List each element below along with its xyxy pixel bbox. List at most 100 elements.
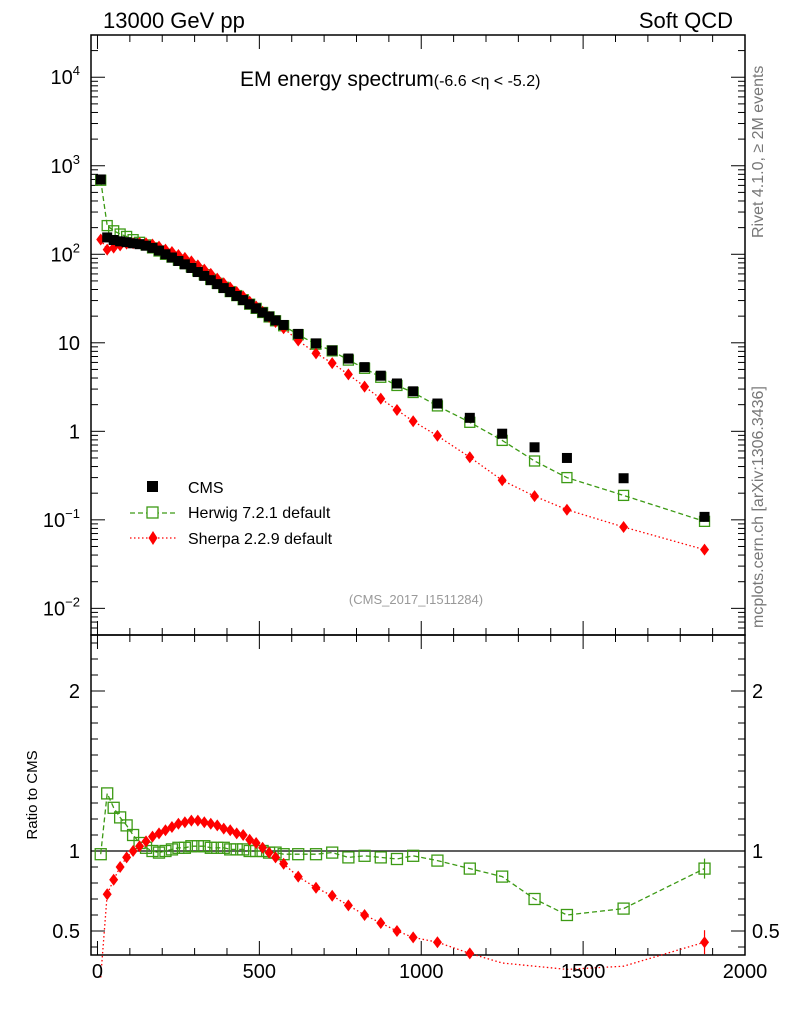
- cms-point: [115, 236, 126, 247]
- legend: CMS Herwig 7.2.1 default Sherpa 2.2.9 de…: [130, 480, 333, 548]
- herwig-ratio-point: [230, 843, 243, 856]
- cms-point: [231, 290, 242, 301]
- legend-herwig-marker: [146, 506, 159, 519]
- ratio-axis-label: Ratio to CMS: [24, 750, 41, 839]
- cms-point: [121, 237, 132, 248]
- chart-title-main: EM energy spectrum: [240, 68, 434, 91]
- y-tick-label-base: 1: [69, 421, 80, 443]
- y-tick-label-main: 102: [51, 240, 80, 266]
- sherpa-ratio-point: [360, 909, 370, 921]
- sherpa-ratio-point: [264, 846, 274, 859]
- herwig-ratio-point: [224, 843, 237, 856]
- sherpa-ratio-point: [392, 925, 402, 937]
- y-tick-label-exponent: 2: [73, 240, 80, 255]
- herwig-ratio-point: [326, 846, 339, 859]
- sherpa-point: [360, 380, 370, 393]
- herwig-ratio-point: [185, 840, 198, 853]
- rivet-label: Rivet 4.1.0, ≥ 2M events: [750, 66, 767, 238]
- sherpa-ratio-point: [279, 857, 289, 870]
- cms-point: [618, 473, 629, 484]
- sherpa-ratio-point: [311, 881, 321, 894]
- y-tick-label-ratio-right: 0.5: [752, 921, 780, 943]
- herwig-ratio-point: [107, 801, 120, 814]
- sherpa-ratio-point: [408, 931, 418, 944]
- herwig-ratio-point: [146, 844, 159, 858]
- sherpa-point: [408, 415, 418, 428]
- process-label: Soft QCD: [639, 8, 733, 33]
- herwig-point: [528, 455, 541, 467]
- herwig-line-main: [100, 180, 705, 523]
- sherpa-point: [327, 357, 337, 370]
- y-tick-label-ratio: 1: [69, 841, 80, 863]
- cms-point: [153, 245, 164, 256]
- herwig-ratio-point: [463, 862, 476, 875]
- cms-point: [391, 378, 402, 389]
- y-tick-label-base: 10: [43, 510, 65, 532]
- cms-point: [205, 275, 216, 286]
- sherpa-ratio-point: [376, 917, 386, 929]
- cms-point: [218, 283, 229, 294]
- cms-point: [192, 267, 203, 278]
- y-tick-label-ratio: 2: [69, 681, 80, 703]
- herwig-ratio-point: [126, 828, 140, 842]
- legend-cms-marker: [147, 481, 158, 492]
- legend-cms-label: CMS: [188, 480, 224, 497]
- cms-point: [108, 234, 119, 245]
- cms-point: [141, 240, 152, 251]
- sherpa-point: [376, 392, 386, 405]
- cms-point: [147, 242, 158, 253]
- series-markers: [94, 174, 711, 960]
- sherpa-ratio-point: [206, 817, 216, 830]
- herwig-ratio-point: [358, 849, 371, 862]
- y-tick-label-exponent: −2: [65, 594, 80, 609]
- sherpa-ratio-point: [180, 816, 190, 829]
- collision-label: 13000 GeV pp: [103, 8, 245, 33]
- x-tick-label: 1500: [561, 961, 606, 983]
- cms-point: [179, 259, 190, 270]
- herwig-point: [617, 489, 630, 502]
- cms-point: [186, 262, 197, 273]
- herwig-point: [561, 471, 573, 484]
- y-tick-label-base: 10: [51, 67, 73, 89]
- herwig-ratio-point: [101, 787, 114, 800]
- sherpa-point: [102, 243, 112, 256]
- cms-point: [432, 398, 443, 409]
- cms-point: [464, 412, 475, 423]
- sherpa-ratio-point: [327, 889, 337, 902]
- cms-point: [264, 311, 275, 322]
- cms-point: [199, 270, 210, 281]
- sherpa-point: [392, 404, 402, 417]
- sherpa-ratio-point: [122, 851, 132, 864]
- sherpa-ratio-point: [199, 816, 209, 829]
- herwig-ratio-point: [94, 848, 107, 861]
- legend-sherpa-marker: [148, 531, 158, 545]
- sherpa-ratio-point: [465, 947, 475, 960]
- sherpa-ratio-point: [173, 817, 183, 830]
- cms-point: [212, 279, 223, 290]
- ratio-plot-frame: [90, 634, 746, 956]
- sherpa-line-ratio: [100, 819, 705, 978]
- cms-point: [102, 232, 113, 243]
- analysis-id-label: (CMS_2017_I1511284): [349, 592, 483, 607]
- cms-point: [278, 319, 289, 330]
- x-tick-label: 1000: [399, 961, 444, 983]
- herwig-ratio-point: [152, 846, 166, 859]
- herwig-ratio-point: [172, 841, 185, 854]
- herwig-ratio-point: [292, 848, 305, 861]
- sherpa-ratio-point: [193, 814, 203, 827]
- y-tick-label-base: 10: [51, 156, 73, 178]
- y-tick-label-base: 10: [51, 244, 73, 266]
- mcplots-label: mcplots.cern.ch [arXiv:1306.3436]: [750, 386, 767, 628]
- herwig-ratio-point: [617, 902, 630, 915]
- sherpa-ratio-point: [251, 837, 261, 849]
- sherpa-line-main: [100, 239, 705, 551]
- sherpa-ratio-point: [109, 873, 119, 886]
- herwig-ratio-point: [431, 854, 444, 867]
- y-tick-label-exponent: 3: [73, 152, 80, 167]
- herwig-ratio-point: [342, 851, 355, 864]
- herwig-ratio-point: [237, 843, 250, 856]
- sherpa-point: [343, 368, 353, 381]
- y-tick-label-main: 1: [69, 421, 80, 443]
- legend-herwig-label: Herwig 7.2.1 default: [188, 505, 331, 522]
